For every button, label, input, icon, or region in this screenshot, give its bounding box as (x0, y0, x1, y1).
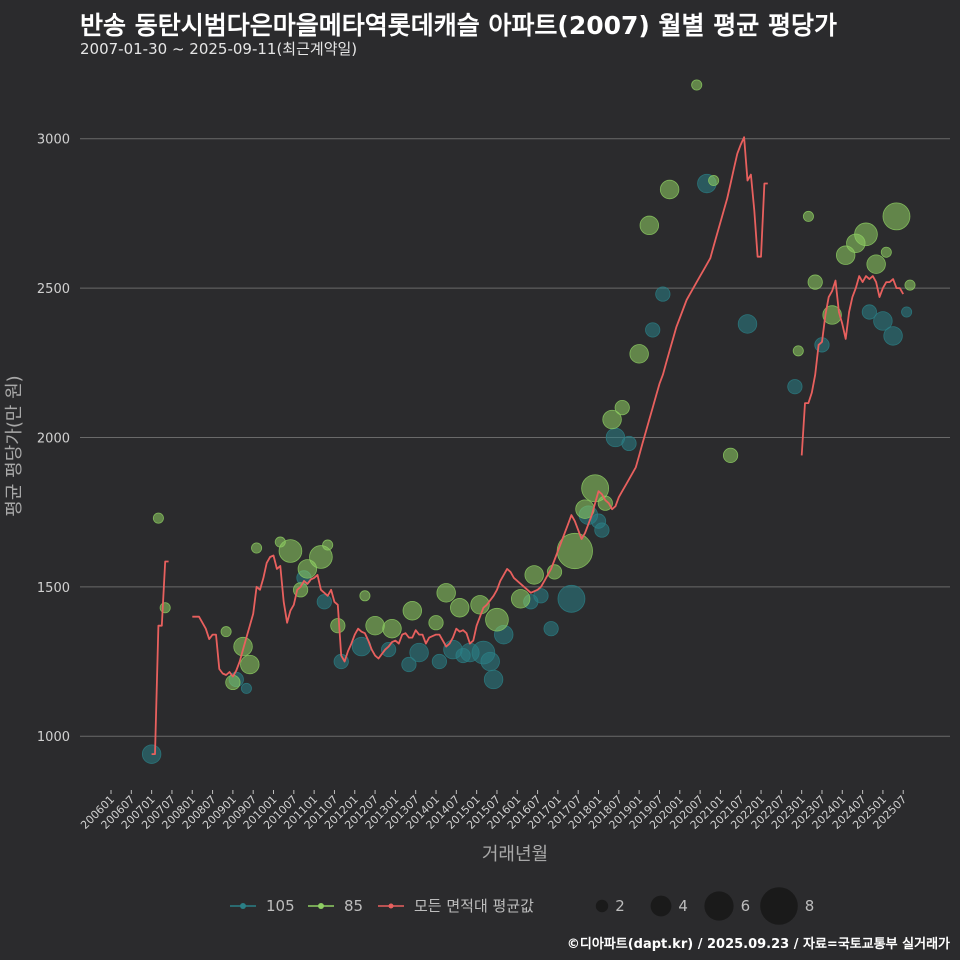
data-point-85 (524, 565, 544, 585)
data-point-85 (597, 495, 613, 511)
data-point-85 (225, 674, 241, 691)
legend: 105 85 모든 면적대 평균값 2 4 6 8 (230, 887, 814, 925)
data-point-85 (278, 539, 303, 563)
data-point-85 (802, 210, 814, 222)
data-point-85 (880, 246, 892, 258)
data-point-105 (401, 656, 417, 673)
data-point-105 (655, 286, 671, 302)
data-point-105 (737, 314, 758, 334)
data-point-105 (901, 306, 913, 318)
data-point-85 (639, 215, 660, 236)
data-point-105 (240, 682, 252, 694)
data-point-85 (854, 222, 878, 247)
data-point-85 (602, 409, 622, 430)
data-point-105 (483, 669, 504, 690)
size-legend-label: 2 (615, 897, 625, 915)
data-point-105 (861, 304, 877, 320)
legend-label-105: 105 (266, 897, 295, 915)
data-point-105 (316, 594, 332, 610)
average-line-segment (151, 560, 169, 755)
data-point-105 (645, 322, 661, 338)
data-point-85 (866, 254, 886, 274)
size-legend: 2 4 6 8 (595, 887, 815, 925)
data-point-85 (159, 602, 171, 614)
average-line-segment (800, 275, 904, 456)
data-point-85 (629, 344, 649, 364)
data-point-105 (594, 522, 610, 538)
size-legend-label: 6 (741, 897, 751, 915)
data-point-105 (409, 642, 429, 663)
data-point-85 (382, 618, 402, 639)
y-axis-ticks: 1000 1500 2000 2500 3000 (37, 133, 70, 746)
data-point-85 (251, 542, 263, 554)
x-axis-ticks: 2006012006072007012007072008012008072009… (78, 790, 909, 832)
legend-item-average: 모든 면적대 평균값 (378, 897, 534, 915)
x-axis-label: 거래년월 (482, 844, 548, 865)
data-point-85 (240, 654, 260, 675)
chart-title: 반송 동탄시범다은마을메타역롯데캐슬 아파트(2007) 월별 평균 평당가 (80, 11, 837, 40)
y-tick-label: 2000 (37, 431, 70, 446)
data-point-85 (402, 601, 423, 621)
data-point-85 (792, 345, 804, 357)
data-point-105 (431, 653, 448, 670)
scatter-points (141, 79, 916, 764)
y-tick-label: 1000 (37, 730, 70, 745)
legend-label-85: 85 (344, 897, 363, 915)
data-point-85 (436, 583, 456, 603)
size-legend-circle (704, 891, 734, 921)
data-point-85 (614, 399, 630, 416)
size-legend-label: 4 (678, 897, 688, 915)
data-point-85 (904, 279, 916, 291)
data-point-85 (470, 595, 490, 615)
size-legend-circle (595, 899, 609, 913)
data-point-85 (510, 589, 531, 609)
data-point-85 (365, 615, 385, 636)
data-point-85 (659, 179, 680, 200)
y-axis-label: 평균 평당가(만 원) (4, 375, 25, 516)
data-point-105 (787, 379, 803, 395)
data-point-105 (621, 435, 637, 452)
data-point-85 (691, 79, 703, 91)
data-point-105 (480, 651, 500, 672)
legend-item-105: 105 (230, 897, 295, 915)
legend-label-average: 모든 면적대 평균값 (414, 897, 534, 915)
data-point-85 (428, 615, 444, 631)
data-point-85 (807, 274, 823, 290)
data-point-105 (883, 326, 903, 346)
y-tick-label: 1500 (37, 581, 70, 596)
average-line-segment (192, 136, 768, 678)
data-point-85 (322, 539, 334, 551)
data-point-85 (330, 618, 346, 634)
size-legend-circle (760, 887, 798, 925)
data-point-85 (722, 447, 739, 463)
source-caption: ©디아파트(dapt.kr) / 2025.09.23 / 자료=국토교통부 실… (566, 937, 950, 952)
data-point-85 (220, 626, 232, 638)
legend-item-85: 85 (308, 897, 363, 915)
data-point-85 (152, 512, 164, 524)
data-point-105 (873, 311, 893, 331)
y-tick-label: 3000 (37, 133, 70, 148)
data-point-105 (381, 641, 397, 658)
data-point-85 (309, 545, 333, 569)
data-point-85 (485, 607, 509, 632)
size-legend-circle (650, 895, 672, 917)
data-point-105 (557, 584, 586, 613)
data-point-85 (359, 590, 371, 602)
data-point-85 (450, 598, 470, 618)
chart-subtitle: 2007-01-30 ~ 2025-09-11(최근계약일) (80, 40, 358, 58)
data-point-85 (708, 175, 720, 187)
y-tick-label: 2500 (37, 282, 70, 297)
grid-lines (80, 138, 950, 737)
data-point-105 (543, 621, 559, 637)
size-legend-label: 8 (805, 897, 815, 915)
data-point-105 (533, 588, 549, 604)
average-line (151, 136, 904, 755)
data-point-85 (822, 305, 842, 325)
data-point-85 (882, 202, 911, 231)
